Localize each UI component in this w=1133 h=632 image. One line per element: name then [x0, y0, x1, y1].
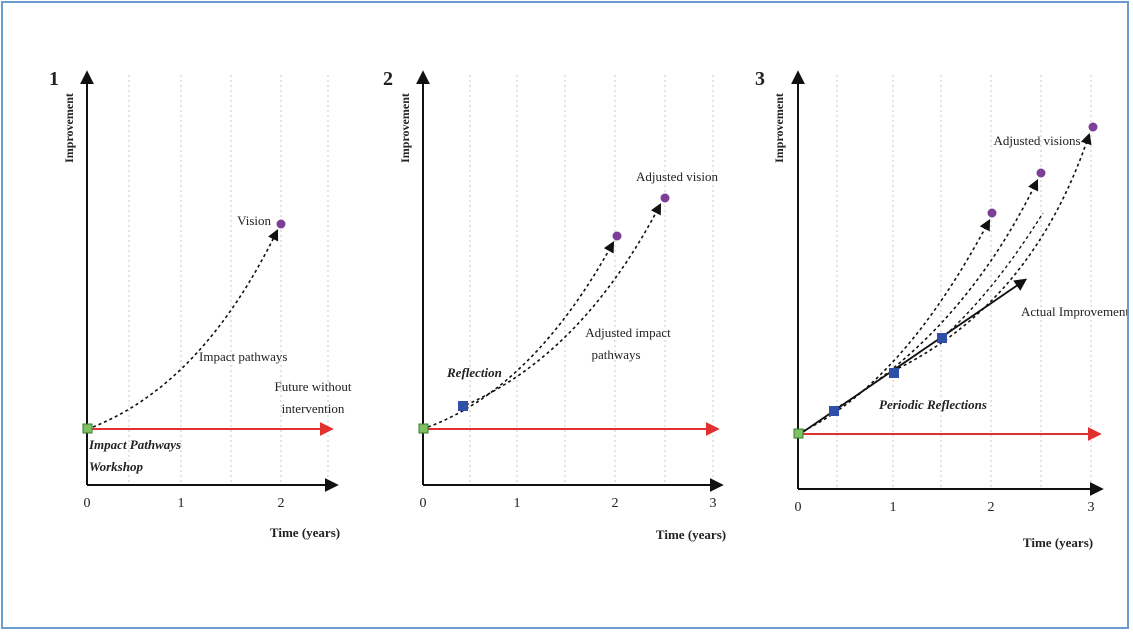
- panel-3: 3 Improvement 0 1 2 3 Time (years) Adjus…: [755, 68, 1133, 550]
- vision-label: Vision: [237, 213, 271, 228]
- tick-label: 1: [514, 496, 521, 511]
- adjusted-vision-dot: [660, 193, 670, 203]
- future-label-line2: intervention: [282, 401, 345, 416]
- tick-label: 2: [988, 500, 995, 515]
- actual-improvements-arrow: [802, 278, 1028, 433]
- tick-label: 1: [890, 500, 897, 515]
- start-square: [418, 423, 429, 434]
- tick-label: 0: [84, 496, 91, 511]
- panel-number: 2: [383, 68, 393, 90]
- reflection-label: Reflection: [446, 365, 502, 380]
- impact-pathway-arrow: [940, 212, 1044, 340]
- future-label-line1: Future without: [275, 379, 352, 394]
- tick-label: 3: [1088, 500, 1095, 515]
- workshop-label-line1: Impact Pathways: [88, 437, 181, 452]
- vision-dot: [987, 208, 997, 218]
- x-axis-label: Time (years): [270, 525, 340, 540]
- start-square: [82, 423, 93, 434]
- impact-pathways-label: Impact pathways: [199, 349, 287, 364]
- adjusted-impact-pathway-arrow: [465, 203, 662, 406]
- vision-dot: [276, 219, 286, 229]
- reflection-square: [889, 368, 899, 378]
- actual-improvements-label: Actual Improvements: [1021, 304, 1127, 319]
- adjusted-vision-dot: [1036, 168, 1046, 178]
- x-axis-label: Time (years): [1023, 535, 1093, 550]
- impact-pathways-diagram: 1 Improvement 0 1 2 Time (years) Vision …: [49, 68, 1133, 550]
- reflection-square: [829, 406, 839, 416]
- panel-number: 3: [755, 68, 765, 90]
- reflection-square: [458, 401, 468, 411]
- tick-label: 1: [178, 496, 185, 511]
- y-axis-label: Improvement: [62, 93, 76, 163]
- impact-pathway-arrow: [834, 178, 1039, 410]
- tick-label: 0: [420, 496, 427, 511]
- panel-2: 2 Improvement 0 1 2 3 Time (years) Adjus…: [383, 68, 726, 542]
- y-axis-label: Improvement: [398, 93, 412, 163]
- grid-lines: [469, 75, 714, 483]
- adjusted-impact-label-line2: pathways: [591, 347, 640, 362]
- tick-label: 3: [710, 496, 717, 511]
- periodic-reflections-label: Periodic Reflections: [879, 397, 987, 412]
- reflection-square: [937, 333, 947, 343]
- panel-number: 1: [49, 68, 59, 90]
- grid-lines: [128, 75, 329, 483]
- adjusted-vision-dot: [1088, 122, 1098, 132]
- tick-label: 2: [612, 496, 619, 511]
- vision-dot: [612, 231, 622, 241]
- adjusted-impact-label-line1: Adjusted impact: [585, 325, 671, 340]
- y-axis-label: Improvement: [772, 93, 786, 163]
- impact-pathway-arrow: [92, 228, 279, 428]
- tick-label: 0: [795, 500, 802, 515]
- tick-label: 2: [278, 496, 285, 511]
- adjusted-visions-label: Adjusted visions: [993, 133, 1080, 148]
- x-axis-label: Time (years): [656, 527, 726, 542]
- workshop-label-line2: Workshop: [89, 459, 143, 474]
- adjusted-vision-label: Adjusted vision: [636, 169, 718, 184]
- impact-pathway-arrow: [892, 132, 1092, 372]
- panel-1: 1 Improvement 0 1 2 Time (years) Vision …: [49, 68, 352, 540]
- grid-lines: [836, 75, 1092, 487]
- start-square: [793, 428, 804, 439]
